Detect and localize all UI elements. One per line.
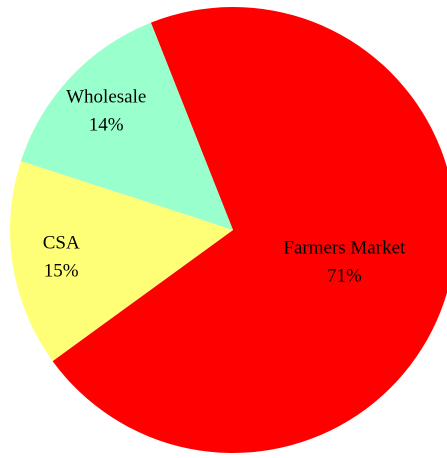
slice-value-label: 15% [44,261,79,282]
slice-label: Wholesale [66,86,146,107]
pie-slice [52,7,447,453]
slice-value-label: 14% [89,114,124,135]
slice-label: Farmers Market [283,238,406,259]
pie-slice [20,22,233,230]
slice-label: CSA [43,233,80,254]
slice-value-label: 71% [327,266,362,287]
pie-slice [10,161,234,362]
